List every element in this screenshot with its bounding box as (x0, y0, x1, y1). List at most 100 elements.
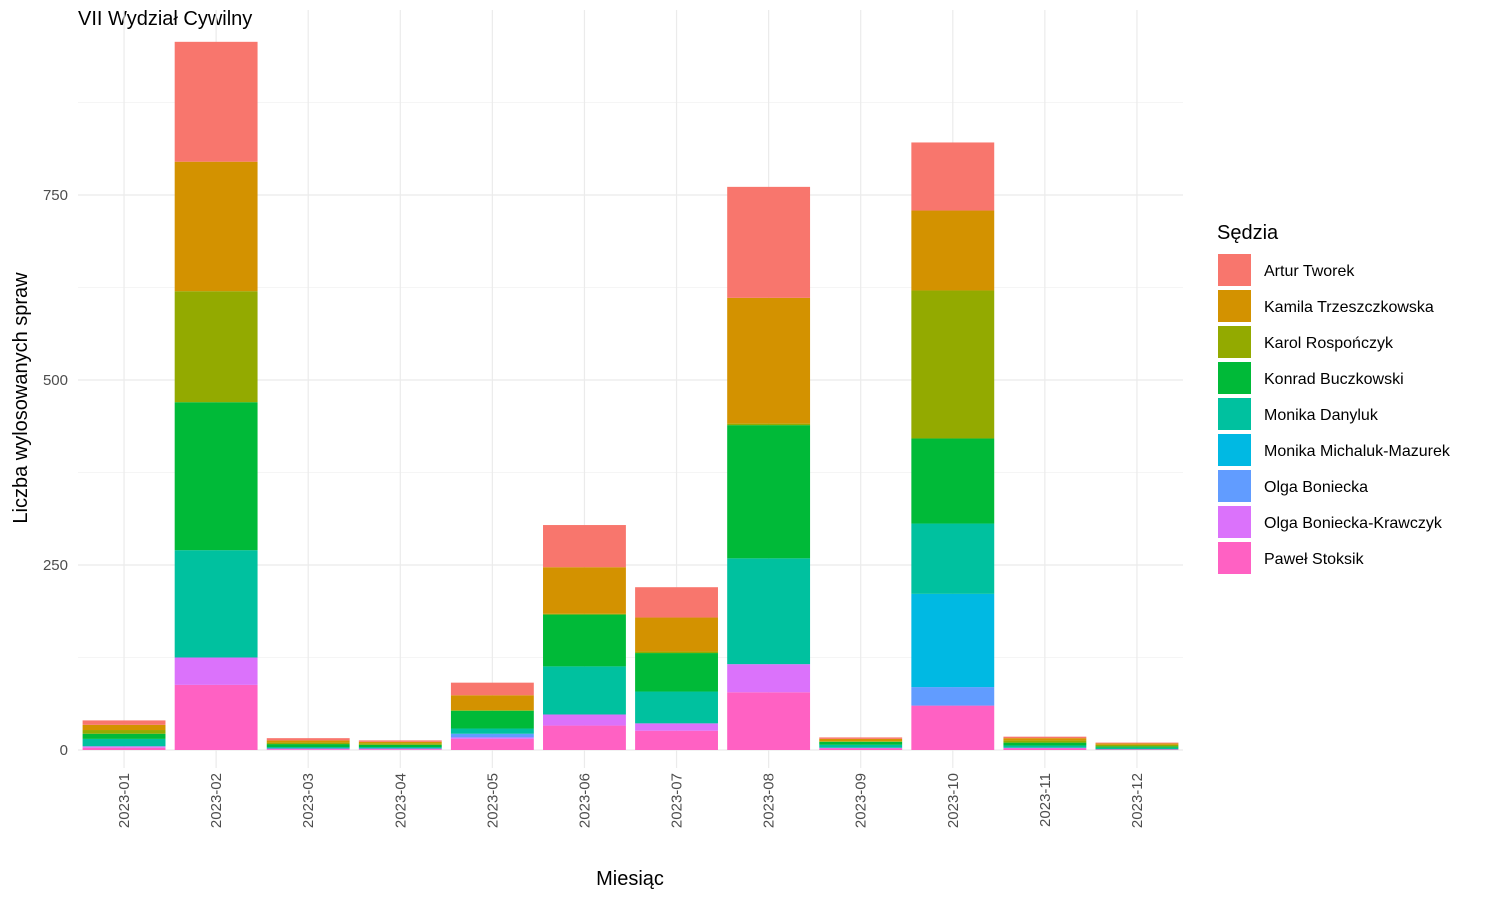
legend-label: Kamila Trzeszczkowska (1264, 299, 1434, 316)
bar-segment (819, 741, 903, 742)
x-tick-label: 2023-08 (761, 773, 778, 828)
bar-segment (266, 744, 350, 748)
bar-segment (635, 617, 718, 652)
bar-segment (358, 741, 442, 744)
y-axis-ticks: 0 250 500 750 (43, 187, 68, 759)
legend-label: Paweł Stoksik (1264, 551, 1365, 568)
bar-segment (543, 525, 626, 568)
bar-segment (1003, 740, 1087, 743)
bar-segment (911, 687, 995, 706)
bar-segment (727, 186, 811, 298)
legend-items: Artur Tworek Kamila Trzeszczkowska Karol R… (1218, 254, 1451, 574)
x-tick-label: 2023-06 (576, 773, 593, 828)
legend-swatch (1218, 290, 1251, 322)
bar-segment (450, 738, 534, 750)
legend-label: Olga Boniecka-Krawczyk (1264, 515, 1443, 532)
legend-label: Monika Michaluk-Mazurek (1264, 443, 1451, 460)
x-tick-label: 2023-02 (208, 773, 225, 828)
x-tick-label: 2023-12 (1129, 773, 1146, 828)
bar-segment (543, 613, 626, 615)
x-tick-label: 2023-05 (484, 773, 501, 828)
x-tick-label: 2023-04 (392, 773, 409, 828)
x-tick-label: 2023-01 (116, 773, 133, 828)
bar-segment (727, 692, 811, 750)
bar-segment (82, 730, 166, 734)
legend-label: Karol Rospończyk (1264, 335, 1394, 352)
x-axis-title: Miesiąc (596, 868, 664, 890)
bar-segment (819, 744, 903, 748)
bar-segment (82, 733, 166, 739)
bar-segment (543, 714, 626, 726)
legend-swatch (1218, 254, 1251, 286)
y-axis-title: Liczba wylosowanych spraw (10, 272, 32, 524)
bar-segment (450, 682, 534, 696)
bar-segment (450, 733, 534, 738)
bar-segment (174, 41, 258, 162)
x-tick-label: 2023-07 (669, 773, 686, 828)
legend-swatch (1218, 362, 1251, 394)
bar-segment (266, 747, 350, 749)
bar-segment (82, 724, 166, 731)
bar-segment (727, 425, 811, 559)
x-tick-label: 2023-09 (853, 773, 870, 828)
bar-segment (82, 746, 166, 748)
bar-segment (358, 740, 442, 742)
bar-segment (450, 710, 534, 711)
legend-swatch (1218, 434, 1251, 466)
legend: Sędzia Artur Tworek Kamila Trzeszczkowska… (1217, 222, 1451, 574)
bar-segment (82, 720, 166, 725)
bar-segment (450, 695, 534, 711)
bar-segment (819, 748, 903, 750)
bar-segment (266, 740, 350, 743)
bar-segment (174, 402, 258, 551)
bar-segment (1095, 749, 1179, 750)
bar-segment (911, 705, 995, 750)
bar-segment (358, 749, 442, 750)
bar-segment (1095, 743, 1179, 745)
bar-segment (266, 748, 350, 750)
bar-segment (911, 210, 995, 291)
bar-segment (82, 738, 166, 747)
legend-swatch (1218, 470, 1251, 502)
x-axis-ticks: 2023-01 2023-02 2023-03 2023-04 2023-05 2023-… (116, 773, 1146, 828)
bar-segment (174, 657, 258, 685)
bar-segment (635, 651, 718, 654)
bar-segment (450, 728, 534, 734)
bar-segment (1003, 736, 1087, 739)
bar-segment (819, 747, 903, 749)
bar-segment (82, 747, 166, 750)
legend-label: Konrad Buczkowski (1264, 371, 1404, 388)
bar-segment (543, 666, 626, 715)
legend-title: Sędzia (1217, 222, 1279, 244)
legend-label: Olga Boniecka (1264, 479, 1368, 496)
bar-segment (1003, 748, 1087, 750)
bar-segment (911, 438, 995, 524)
bar-segment (174, 291, 258, 403)
bar-segment (266, 738, 350, 741)
x-tick-label: 2023-11 (1037, 773, 1054, 827)
legend-swatch (1218, 542, 1251, 574)
bar-segment (819, 737, 903, 739)
bar-segment (1095, 747, 1179, 750)
legend-label: Monika Danyluk (1264, 407, 1379, 424)
legend-swatch (1218, 326, 1251, 358)
bar-segment (727, 664, 811, 693)
bar-segment (911, 523, 995, 594)
bar-segment (1003, 742, 1087, 746)
bar-segment (358, 747, 442, 749)
legend-swatch (1218, 398, 1251, 430)
bar-segment (266, 749, 350, 750)
bar-segment (266, 742, 350, 745)
bar-segment (450, 737, 534, 739)
y-tick-label: 250 (43, 557, 68, 574)
bar-segment (635, 730, 718, 750)
bar-segment (174, 684, 258, 750)
chart-title: VII Wydział Cywilny (78, 8, 253, 30)
bar-segment (174, 161, 258, 292)
bar-segment (1003, 745, 1087, 748)
bar-segment (174, 550, 258, 658)
x-tick-label: 2023-03 (300, 773, 317, 828)
bar-segment (1003, 738, 1087, 741)
bar-segment (358, 748, 442, 750)
bar-segment (450, 710, 534, 729)
